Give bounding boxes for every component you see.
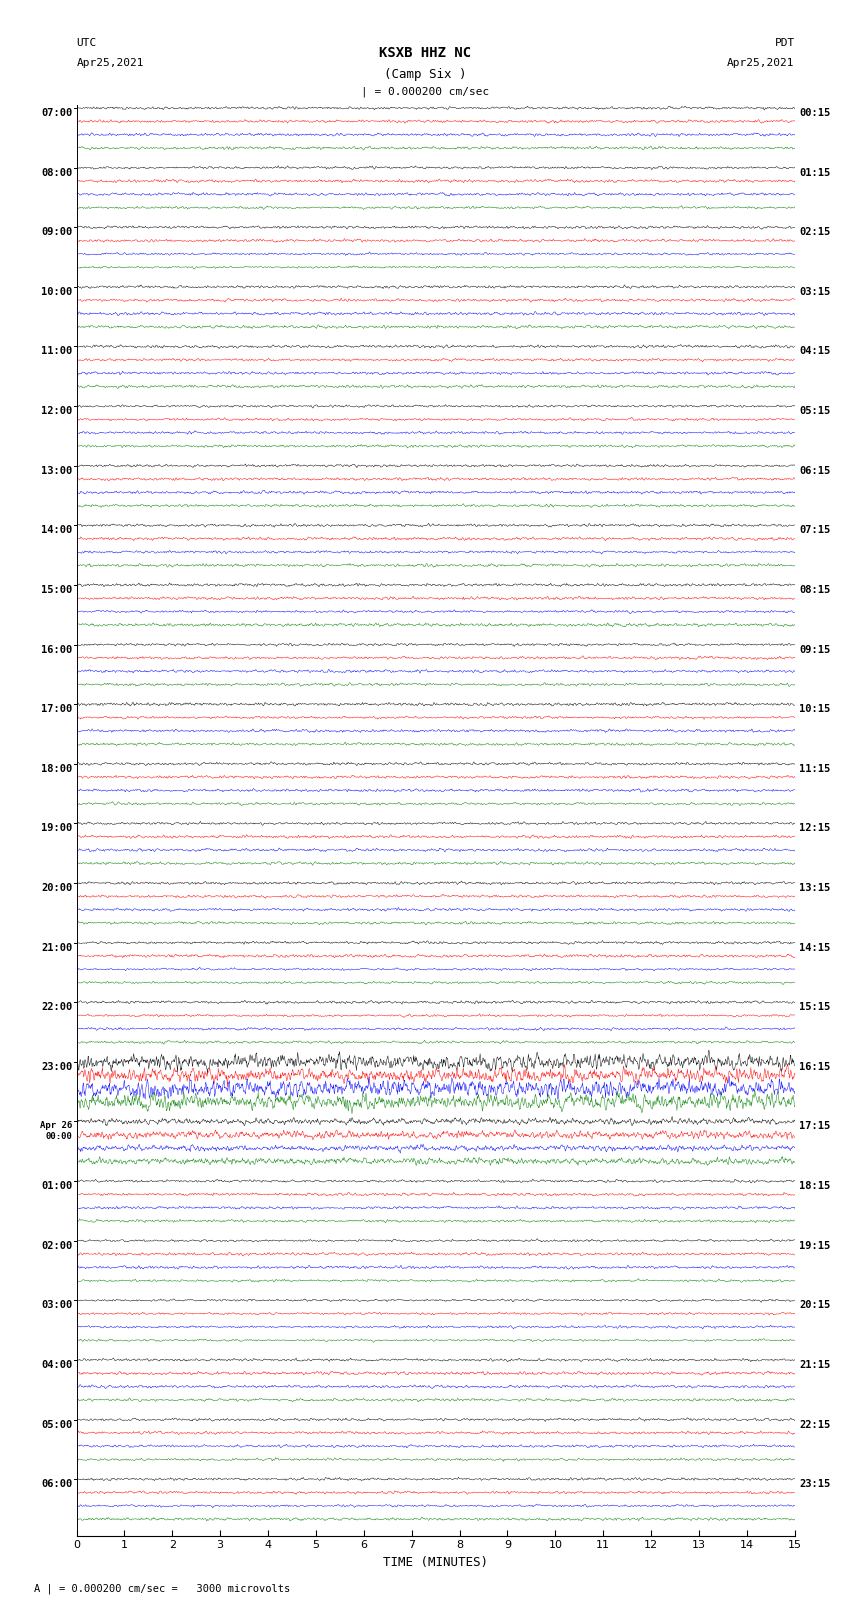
- Text: PDT: PDT: [774, 39, 795, 48]
- Text: (Camp Six ): (Camp Six ): [383, 68, 467, 81]
- Text: A | = 0.000200 cm/sec =   3000 microvolts: A | = 0.000200 cm/sec = 3000 microvolts: [34, 1582, 290, 1594]
- Text: 07:15: 07:15: [799, 526, 830, 536]
- Text: 13:00: 13:00: [41, 466, 72, 476]
- Text: 12:00: 12:00: [41, 406, 72, 416]
- Text: 07:00: 07:00: [41, 108, 72, 118]
- Text: 00:15: 00:15: [799, 108, 830, 118]
- Text: 15:15: 15:15: [799, 1002, 830, 1013]
- Text: 21:15: 21:15: [799, 1360, 830, 1369]
- Text: 05:00: 05:00: [41, 1419, 72, 1429]
- X-axis label: TIME (MINUTES): TIME (MINUTES): [383, 1557, 488, 1569]
- Text: 20:00: 20:00: [41, 882, 72, 894]
- Text: 10:00: 10:00: [41, 287, 72, 297]
- Text: 11:15: 11:15: [799, 765, 830, 774]
- Text: 20:15: 20:15: [799, 1300, 830, 1310]
- Text: 16:00: 16:00: [41, 645, 72, 655]
- Text: 15:00: 15:00: [41, 586, 72, 595]
- Text: 06:15: 06:15: [799, 466, 830, 476]
- Text: Apr 26
00:00: Apr 26 00:00: [40, 1121, 72, 1140]
- Text: 09:15: 09:15: [799, 645, 830, 655]
- Text: 18:00: 18:00: [41, 765, 72, 774]
- Text: 12:15: 12:15: [799, 823, 830, 834]
- Text: 18:15: 18:15: [799, 1181, 830, 1190]
- Text: Apr25,2021: Apr25,2021: [76, 58, 144, 68]
- Text: KSXB HHZ NC: KSXB HHZ NC: [379, 45, 471, 60]
- Text: 22:15: 22:15: [799, 1419, 830, 1429]
- Text: 01:15: 01:15: [799, 168, 830, 177]
- Text: 09:00: 09:00: [41, 227, 72, 237]
- Text: 08:00: 08:00: [41, 168, 72, 177]
- Text: 02:00: 02:00: [41, 1240, 72, 1250]
- Text: 14:00: 14:00: [41, 526, 72, 536]
- Text: 04:00: 04:00: [41, 1360, 72, 1369]
- Text: 14:15: 14:15: [799, 942, 830, 953]
- Text: 06:00: 06:00: [41, 1479, 72, 1489]
- Text: 05:15: 05:15: [799, 406, 830, 416]
- Text: 13:15: 13:15: [799, 882, 830, 894]
- Text: 16:15: 16:15: [799, 1061, 830, 1071]
- Text: 19:15: 19:15: [799, 1240, 830, 1250]
- Text: UTC: UTC: [76, 39, 97, 48]
- Text: 19:00: 19:00: [41, 823, 72, 834]
- Text: 02:15: 02:15: [799, 227, 830, 237]
- Text: 03:15: 03:15: [799, 287, 830, 297]
- Text: 08:15: 08:15: [799, 586, 830, 595]
- Text: Apr25,2021: Apr25,2021: [728, 58, 795, 68]
- Text: 03:00: 03:00: [41, 1300, 72, 1310]
- Text: 17:00: 17:00: [41, 705, 72, 715]
- Text: 01:00: 01:00: [41, 1181, 72, 1190]
- Text: 23:00: 23:00: [41, 1061, 72, 1071]
- Text: 10:15: 10:15: [799, 705, 830, 715]
- Text: 21:00: 21:00: [41, 942, 72, 953]
- Text: 22:00: 22:00: [41, 1002, 72, 1013]
- Text: 23:15: 23:15: [799, 1479, 830, 1489]
- Text: 11:00: 11:00: [41, 347, 72, 356]
- Text: 04:15: 04:15: [799, 347, 830, 356]
- Text: 17:15: 17:15: [799, 1121, 830, 1131]
- Text: | = 0.000200 cm/sec: | = 0.000200 cm/sec: [361, 85, 489, 97]
